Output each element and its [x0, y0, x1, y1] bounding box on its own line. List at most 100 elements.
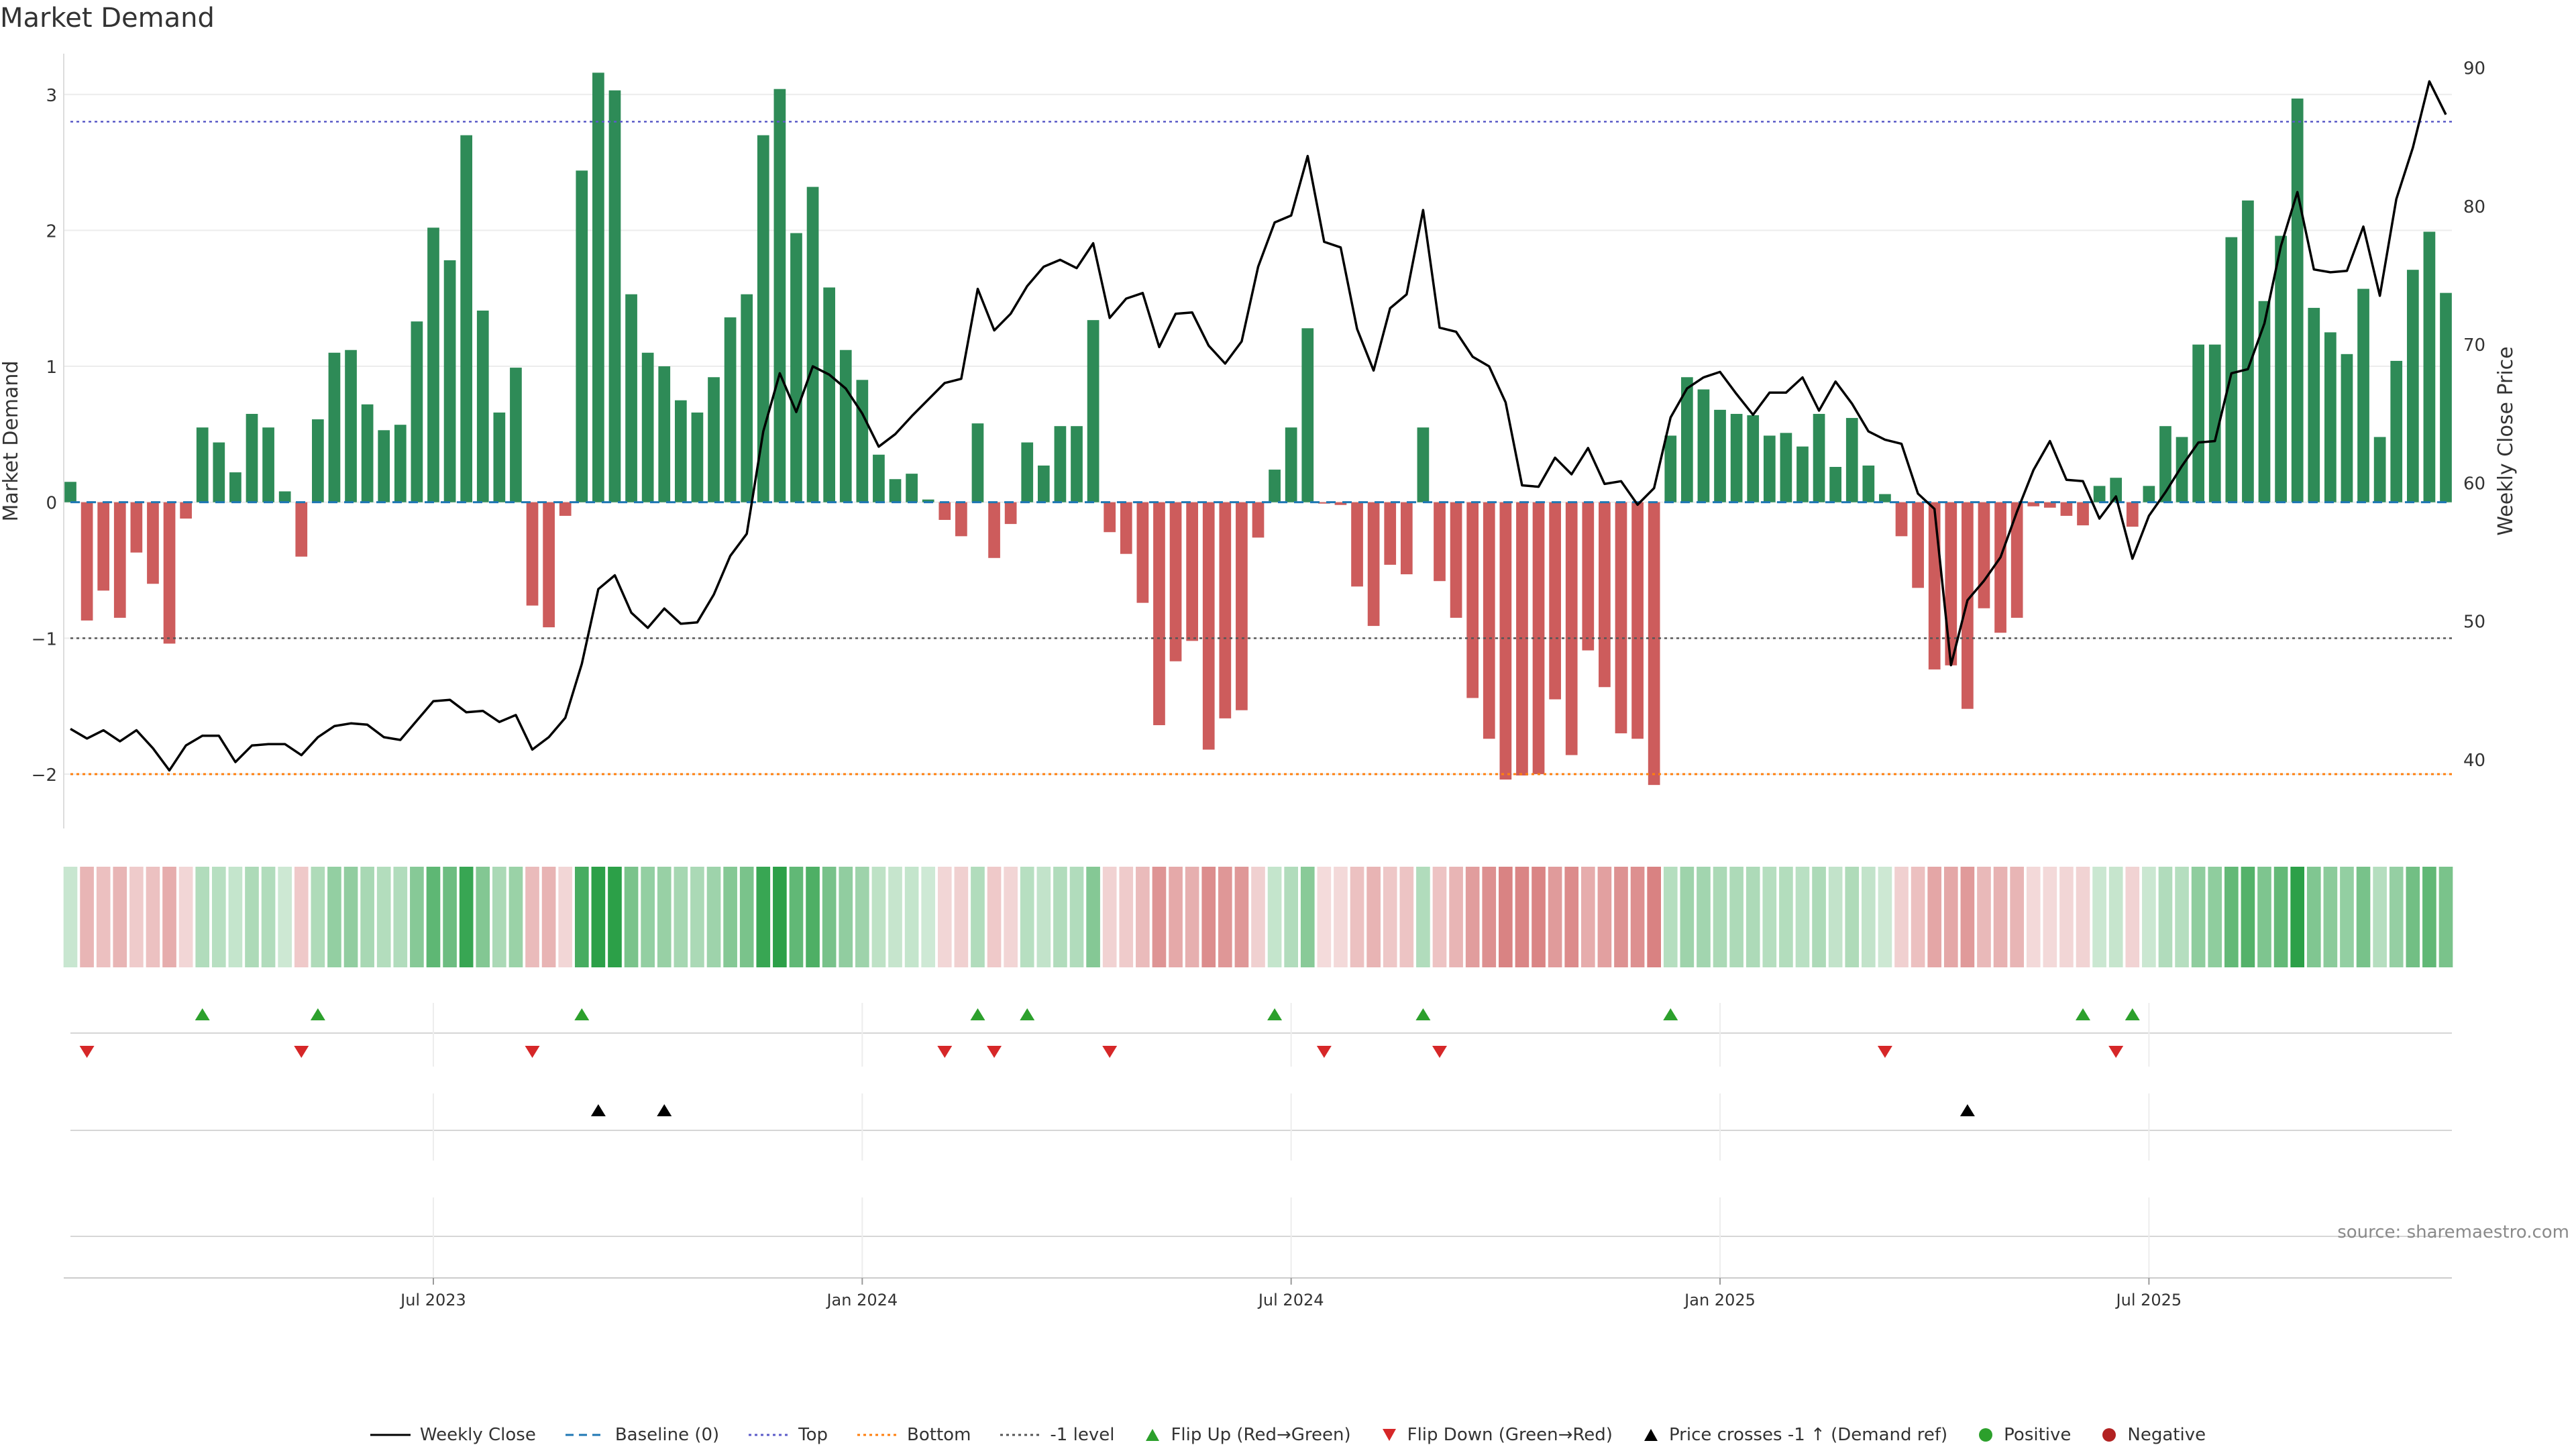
demand-bar [345, 350, 357, 502]
demand-bar [2440, 292, 2452, 502]
heat-cell [311, 867, 325, 967]
heat-cell [2306, 867, 2321, 967]
demand-bar [1417, 427, 1430, 502]
heat-cell [113, 867, 127, 967]
legend-symbol-icon [2102, 1428, 2116, 1442]
heat-cell [855, 867, 869, 967]
heat-cell [1267, 867, 1282, 967]
demand-bar [196, 427, 209, 502]
heat-cell [2142, 867, 2156, 967]
heat-cell [1548, 867, 1562, 967]
demand-bar [1186, 502, 1198, 641]
demand-bar [2143, 486, 2155, 502]
demand-bar [1928, 502, 1941, 669]
heat-cell [426, 867, 441, 967]
demand-bar [80, 502, 93, 621]
heat-cell [839, 867, 853, 967]
demand-bar [64, 482, 76, 502]
demand-bar [510, 368, 522, 502]
y2-axis-label: Weekly Close Price [2494, 346, 2518, 535]
heat-cell [1234, 867, 1249, 967]
demand-bar [955, 502, 967, 537]
demand-bar [2390, 360, 2403, 502]
heat-cell [723, 867, 737, 967]
heat-cell [1614, 867, 1628, 967]
heat-cell [195, 867, 210, 967]
demand-bar [1565, 502, 1578, 755]
demand-bar [2242, 200, 2254, 502]
heat-cell [921, 867, 936, 967]
heat-cell [641, 867, 655, 967]
demand-bar [1269, 470, 1281, 502]
heat-cell [1284, 867, 1299, 967]
heat-cell [690, 867, 704, 967]
demand-bar [1680, 377, 1693, 502]
heat-cell [888, 867, 902, 967]
legend-symbol-icon [857, 1434, 898, 1436]
heat-cell [146, 867, 160, 967]
x-tick-label: Jul 2023 [399, 1291, 466, 1309]
demand-bar [427, 227, 439, 502]
demand-bar [493, 412, 506, 502]
heat-cell [327, 867, 341, 967]
heat-cell [871, 867, 886, 967]
demand-bar [443, 260, 456, 502]
legend-marker [1146, 1429, 1160, 1441]
heat-cell [1119, 867, 1134, 967]
heat-cell [1399, 867, 1414, 967]
demand-bar [1054, 426, 1067, 502]
demand-bar [1384, 502, 1397, 565]
demand-bar [2406, 270, 2419, 502]
legend-item: Baseline (0) [565, 1425, 719, 1445]
demand-bar [1367, 502, 1380, 627]
heat-cell [1366, 867, 1381, 967]
heat-cell [1795, 867, 1810, 967]
flip-up-marker [2125, 1008, 2140, 1020]
demand-bar [1945, 502, 1957, 665]
demand-bar [246, 413, 258, 502]
demand-bar [757, 135, 769, 502]
heat-cell [2389, 867, 2404, 967]
legend-marker [1644, 1429, 1658, 1441]
price-cross-marker [1960, 1104, 1975, 1116]
demand-bar [1648, 502, 1660, 786]
y-tick-label: −2 [32, 765, 57, 786]
legend-item: Bottom [857, 1425, 971, 1445]
demand-bar [1829, 467, 1842, 502]
heat-cell [1630, 867, 1645, 967]
demand-bar [559, 502, 572, 516]
heat-cell [2026, 867, 2041, 967]
flip-down-marker [1432, 1046, 1447, 1058]
demand-bar [2357, 288, 2369, 502]
heat-cell [1136, 867, 1150, 967]
heat-cell [954, 867, 969, 967]
heat-cell [1564, 867, 1579, 967]
demand-bar [1004, 502, 1017, 525]
heat-cell [410, 867, 424, 967]
heat-cell [1878, 867, 1892, 967]
demand-bar [411, 321, 423, 502]
chart-title: Market Demand [0, 3, 215, 34]
demand-bar [1895, 502, 1908, 537]
demand-bar [741, 294, 753, 502]
demand-bar [1879, 494, 1891, 502]
heat-cell [2422, 867, 2436, 967]
demand-bar [2010, 502, 2023, 618]
heat-cell [1152, 867, 1167, 967]
heat-cell [1597, 867, 1612, 967]
demand-bar [2043, 502, 2056, 508]
demand-bar [1021, 442, 1034, 502]
demand-bar [674, 400, 687, 502]
heat-cell [2108, 867, 2123, 967]
demand-bar [988, 502, 1000, 558]
demand-bar [278, 491, 291, 502]
heat-cell [2224, 867, 2239, 967]
y-tick-label: 3 [46, 86, 57, 106]
demand-bar [873, 454, 885, 502]
demand-bar [1301, 328, 1314, 502]
flip-down-marker [1316, 1046, 1332, 1058]
demand-bar [295, 502, 308, 557]
demand-bar [2126, 502, 2139, 527]
heat-cell [2076, 867, 2090, 967]
y-tick-label: −1 [32, 629, 57, 649]
